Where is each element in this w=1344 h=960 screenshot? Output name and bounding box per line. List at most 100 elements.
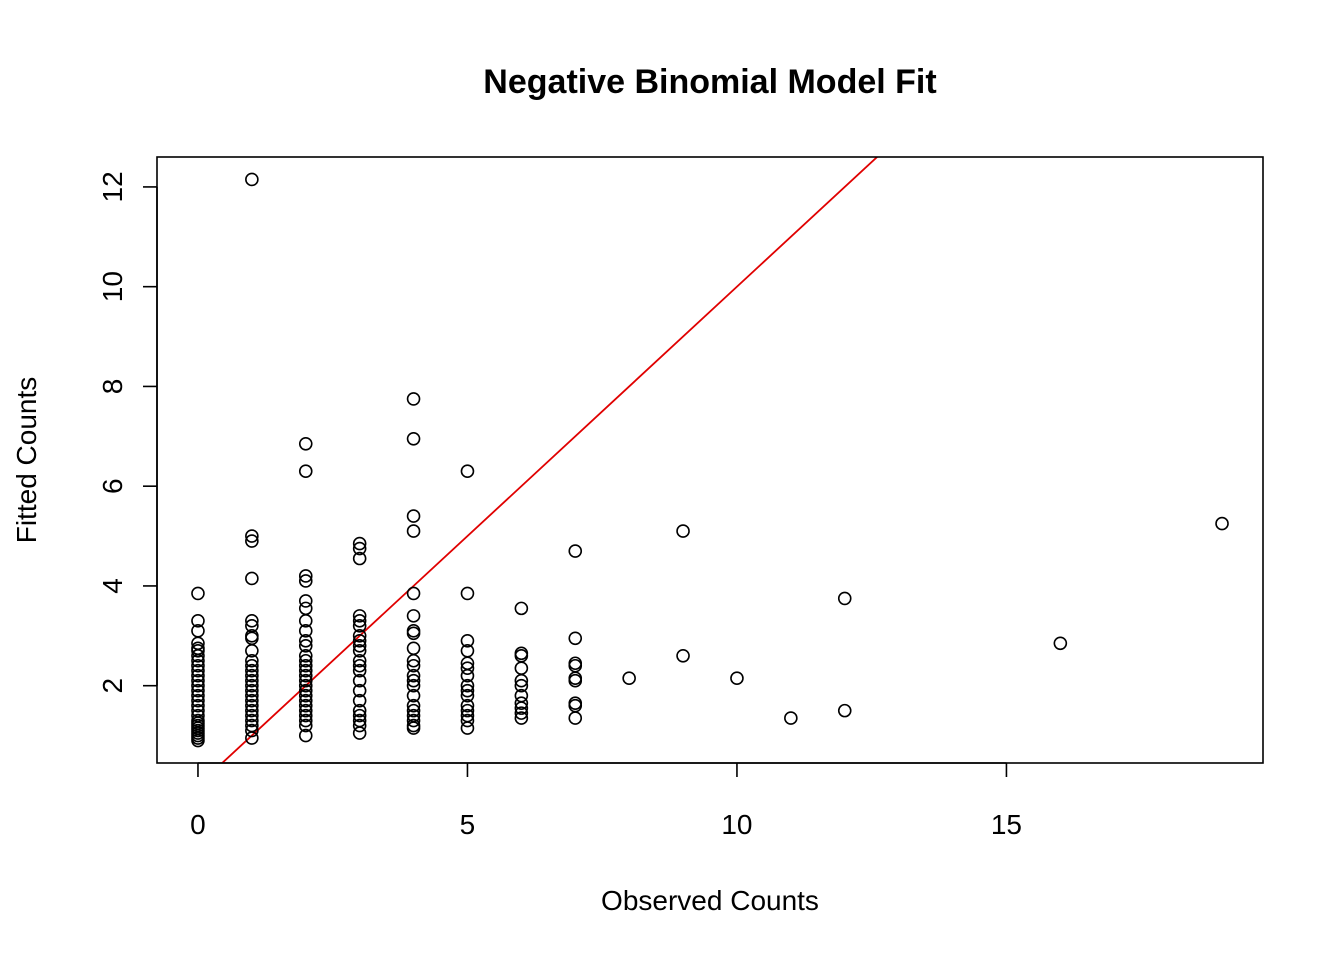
data-point	[352, 551, 367, 566]
data-point	[460, 634, 475, 648]
data-point	[352, 673, 367, 688]
data-point	[245, 683, 259, 698]
data-point	[406, 432, 421, 446]
data-point	[191, 733, 205, 748]
data-point	[514, 678, 529, 693]
x-tick-label: 0	[190, 809, 206, 840]
data-point	[406, 698, 421, 713]
data-point	[298, 569, 313, 583]
data-point	[460, 586, 475, 601]
data-point	[676, 524, 690, 538]
data-point	[245, 703, 259, 718]
data-point	[298, 648, 313, 663]
data-point	[245, 653, 259, 668]
data-point	[298, 634, 313, 648]
data-point	[245, 658, 259, 673]
data-point	[514, 601, 529, 616]
data-point	[298, 728, 313, 743]
data-point	[298, 718, 313, 733]
data-point	[406, 509, 421, 523]
data-point	[352, 708, 367, 723]
data-point	[352, 703, 367, 718]
data-point	[245, 708, 259, 723]
data-point	[352, 718, 367, 733]
x-tick-label: 10	[721, 809, 752, 840]
data-point	[191, 663, 205, 678]
data-point	[245, 571, 259, 586]
data-point	[406, 586, 421, 601]
data-point	[406, 524, 421, 538]
data-point	[460, 698, 475, 713]
data-point	[191, 693, 205, 708]
data-point	[298, 693, 313, 708]
data-point	[1215, 516, 1229, 531]
data-point	[298, 678, 313, 693]
data-point	[245, 688, 259, 703]
data-point	[298, 673, 313, 688]
data-point	[406, 688, 421, 703]
data-point	[460, 721, 475, 735]
data-point	[298, 683, 313, 698]
data-point	[514, 661, 529, 676]
data-point	[460, 683, 475, 698]
data-point	[568, 711, 583, 725]
data-point	[514, 673, 529, 688]
data-point	[191, 643, 205, 658]
y-tick-label: 10	[97, 271, 128, 302]
data-point	[514, 696, 529, 710]
data-point	[568, 673, 583, 688]
data-point	[406, 653, 421, 668]
data-point	[245, 698, 259, 713]
data-point	[460, 703, 475, 718]
chart-title: Negative Binomial Model Fit	[483, 63, 936, 101]
data-point	[245, 678, 259, 693]
data-point	[352, 619, 367, 633]
data-point	[191, 653, 205, 668]
data-point	[191, 673, 205, 688]
data-point	[298, 713, 313, 728]
data-point	[245, 673, 259, 688]
reference-line	[220, 157, 879, 763]
y-axis: 2 4 6 8 10 12	[97, 171, 158, 693]
data-point	[352, 653, 367, 668]
data-point	[406, 703, 421, 718]
data-point	[352, 638, 367, 653]
data-point	[460, 713, 475, 728]
x-axis-label: Observed Counts	[601, 885, 819, 916]
data-point	[406, 626, 421, 641]
reference-line-group	[220, 157, 879, 763]
data-point	[298, 614, 313, 628]
data-point	[460, 661, 475, 676]
data-point	[406, 641, 421, 656]
data-point	[406, 678, 421, 693]
data-point	[191, 683, 205, 698]
x-tick-label: 5	[460, 809, 476, 840]
data-point	[460, 678, 475, 693]
data-point	[298, 624, 313, 638]
data-point	[837, 703, 852, 718]
data-point	[245, 172, 259, 187]
data-point	[191, 688, 205, 703]
data-point	[352, 683, 367, 698]
data-point	[514, 711, 529, 725]
y-tick-label: 12	[97, 171, 128, 202]
data-point	[406, 668, 421, 683]
data-point	[352, 614, 367, 628]
data-point	[245, 713, 259, 728]
data-point	[352, 663, 367, 678]
data-point	[676, 648, 690, 663]
data-point	[406, 673, 421, 688]
data-point	[514, 701, 529, 715]
data-point	[406, 392, 421, 406]
data-point	[245, 614, 259, 628]
data-point	[245, 693, 259, 708]
data-point	[191, 698, 205, 713]
data-point	[730, 671, 744, 686]
data-point	[514, 706, 529, 720]
data-point	[352, 536, 367, 551]
data-point	[352, 609, 367, 623]
data-point	[191, 586, 205, 601]
y-axis-label: Fitted Counts	[11, 377, 42, 544]
